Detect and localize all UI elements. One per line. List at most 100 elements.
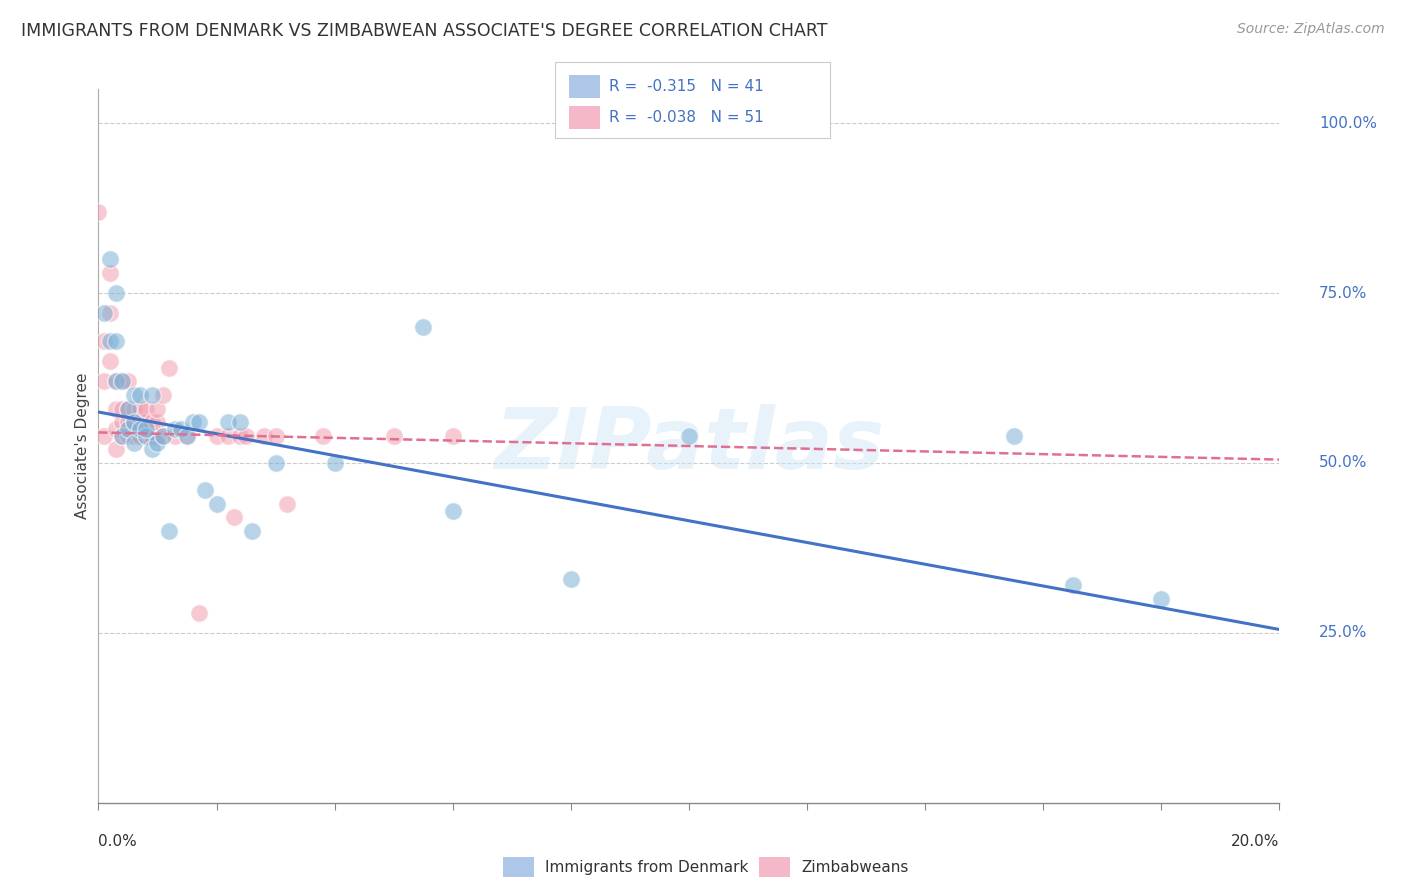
Text: 100.0%: 100.0% xyxy=(1319,116,1376,131)
Point xyxy=(105,442,128,457)
Point xyxy=(205,497,228,511)
Point xyxy=(224,510,246,524)
Point xyxy=(412,320,434,334)
Point xyxy=(1002,429,1025,443)
Point xyxy=(312,429,335,443)
Point xyxy=(240,524,263,538)
Text: ZIPatlas: ZIPatlas xyxy=(494,404,884,488)
Point xyxy=(146,429,169,443)
Point xyxy=(128,401,150,416)
Point xyxy=(235,429,257,443)
Point xyxy=(128,415,150,429)
Point xyxy=(176,429,198,443)
Point xyxy=(122,429,145,443)
Point xyxy=(141,429,163,443)
Point xyxy=(165,422,187,436)
Point xyxy=(117,415,139,429)
Point xyxy=(157,524,180,538)
Point xyxy=(128,422,150,436)
Point xyxy=(560,572,582,586)
Point xyxy=(217,415,239,429)
Point xyxy=(117,429,139,443)
Point xyxy=(122,401,145,416)
Point xyxy=(111,401,134,416)
Point xyxy=(441,429,464,443)
Point xyxy=(382,429,405,443)
Point xyxy=(141,388,163,402)
Point xyxy=(128,388,150,402)
Point xyxy=(98,354,121,368)
Point xyxy=(264,429,287,443)
Point xyxy=(170,422,193,436)
Point xyxy=(157,360,180,375)
Text: 25.0%: 25.0% xyxy=(1319,625,1367,640)
Point xyxy=(323,456,346,470)
Point xyxy=(98,306,121,320)
Point xyxy=(135,429,157,443)
Point xyxy=(135,401,157,416)
Point xyxy=(105,422,128,436)
Point xyxy=(165,429,187,443)
Text: Immigrants from Denmark: Immigrants from Denmark xyxy=(546,860,748,874)
Point xyxy=(229,429,252,443)
Point xyxy=(111,429,134,443)
Point xyxy=(146,415,169,429)
Point xyxy=(194,483,217,498)
Point xyxy=(122,415,145,429)
Text: 20.0%: 20.0% xyxy=(1232,834,1279,849)
Point xyxy=(122,388,145,402)
Point xyxy=(217,429,239,443)
Point xyxy=(141,442,163,457)
Point xyxy=(111,375,134,389)
Point xyxy=(205,429,228,443)
Point xyxy=(229,415,252,429)
Point xyxy=(1150,591,1173,606)
Point xyxy=(441,503,464,517)
Point xyxy=(117,375,139,389)
Point xyxy=(98,266,121,280)
Point xyxy=(146,401,169,416)
Point xyxy=(105,286,128,301)
Point xyxy=(128,429,150,443)
Point xyxy=(98,334,121,348)
Point xyxy=(105,375,128,389)
Point xyxy=(1062,578,1084,592)
Point xyxy=(111,375,134,389)
Text: 75.0%: 75.0% xyxy=(1319,285,1367,301)
Point xyxy=(117,401,139,416)
Point xyxy=(93,306,115,320)
Point xyxy=(187,415,209,429)
Text: 0.0%: 0.0% xyxy=(98,834,138,849)
Point xyxy=(122,415,145,429)
Y-axis label: Associate's Degree: Associate's Degree xyxy=(75,373,90,519)
Point xyxy=(176,429,198,443)
Text: R =  -0.315   N = 41: R = -0.315 N = 41 xyxy=(609,79,763,94)
Point xyxy=(93,334,115,348)
Point xyxy=(152,429,174,443)
Point xyxy=(276,497,298,511)
Point xyxy=(135,415,157,429)
Point xyxy=(187,606,209,620)
Point xyxy=(87,204,110,219)
Point xyxy=(111,429,134,443)
Point xyxy=(117,401,139,416)
Text: Zimbabweans: Zimbabweans xyxy=(801,860,908,874)
Point xyxy=(135,429,157,443)
Text: Source: ZipAtlas.com: Source: ZipAtlas.com xyxy=(1237,22,1385,37)
Point xyxy=(98,252,121,266)
Point xyxy=(122,435,145,450)
Text: R =  -0.038   N = 51: R = -0.038 N = 51 xyxy=(609,111,763,125)
Point xyxy=(93,429,115,443)
Point xyxy=(93,375,115,389)
Point xyxy=(111,415,134,429)
Point xyxy=(141,415,163,429)
Point xyxy=(105,375,128,389)
Point xyxy=(128,429,150,443)
Point xyxy=(152,429,174,443)
Point xyxy=(253,429,276,443)
Text: 50.0%: 50.0% xyxy=(1319,456,1367,470)
Point xyxy=(146,435,169,450)
Point xyxy=(678,429,700,443)
Point xyxy=(264,456,287,470)
Text: IMMIGRANTS FROM DENMARK VS ZIMBABWEAN ASSOCIATE'S DEGREE CORRELATION CHART: IMMIGRANTS FROM DENMARK VS ZIMBABWEAN AS… xyxy=(21,22,828,40)
